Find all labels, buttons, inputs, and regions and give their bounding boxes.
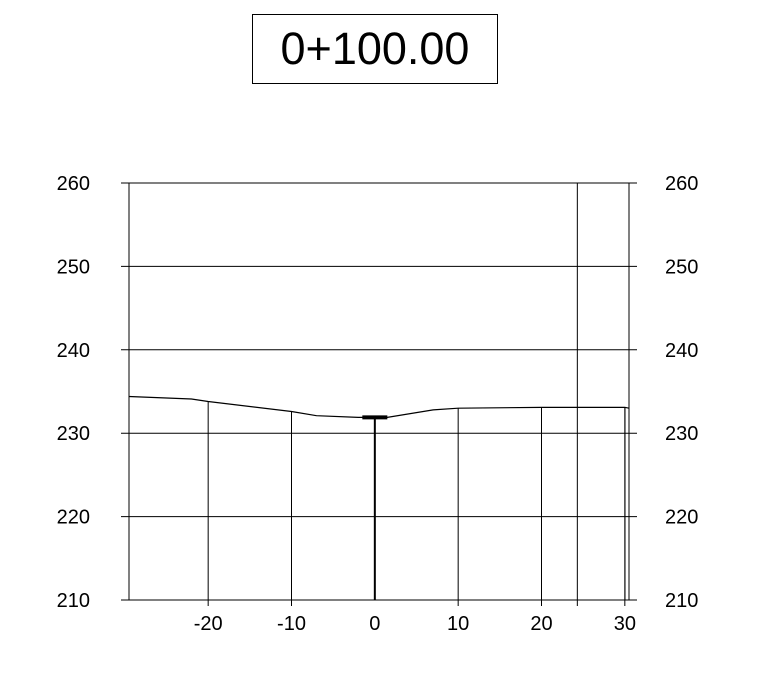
y-tick-label-left: 240	[57, 340, 90, 362]
y-tick-label-right: 250	[665, 256, 698, 278]
station-label: 0+100.00	[252, 14, 498, 84]
y-tick-label-right: 240	[665, 340, 698, 362]
tick-labels: 210 210 220 220 230 230 240 240 250 250 260 260 -20 -…	[57, 173, 699, 635]
y-tick-label-right: 260	[665, 173, 698, 195]
series	[128, 395, 630, 418]
y-tick-label-left: 220	[57, 507, 90, 529]
y-tick-label-left: 260	[57, 173, 90, 195]
grid	[121, 182, 637, 606]
x-tick-label: 20	[530, 613, 552, 635]
x-tick-label: 30	[614, 613, 636, 635]
y-tick-label-right: 220	[665, 507, 698, 529]
y-tick-label-left: 250	[57, 256, 90, 278]
x-tick-label: 10	[447, 613, 469, 635]
y-tick-label-left: 230	[57, 423, 90, 445]
ground-profile-line	[128, 395, 630, 418]
x-tick-label: -10	[277, 613, 306, 635]
x-tick-label: -20	[194, 613, 223, 635]
annotations	[362, 183, 626, 606]
plot-frame	[128, 182, 630, 601]
x-tick-label: 0	[369, 613, 380, 635]
y-tick-label-right: 230	[665, 423, 698, 445]
y-tick-label-left: 210	[57, 590, 90, 612]
y-tick-label-right: 210	[665, 590, 698, 612]
